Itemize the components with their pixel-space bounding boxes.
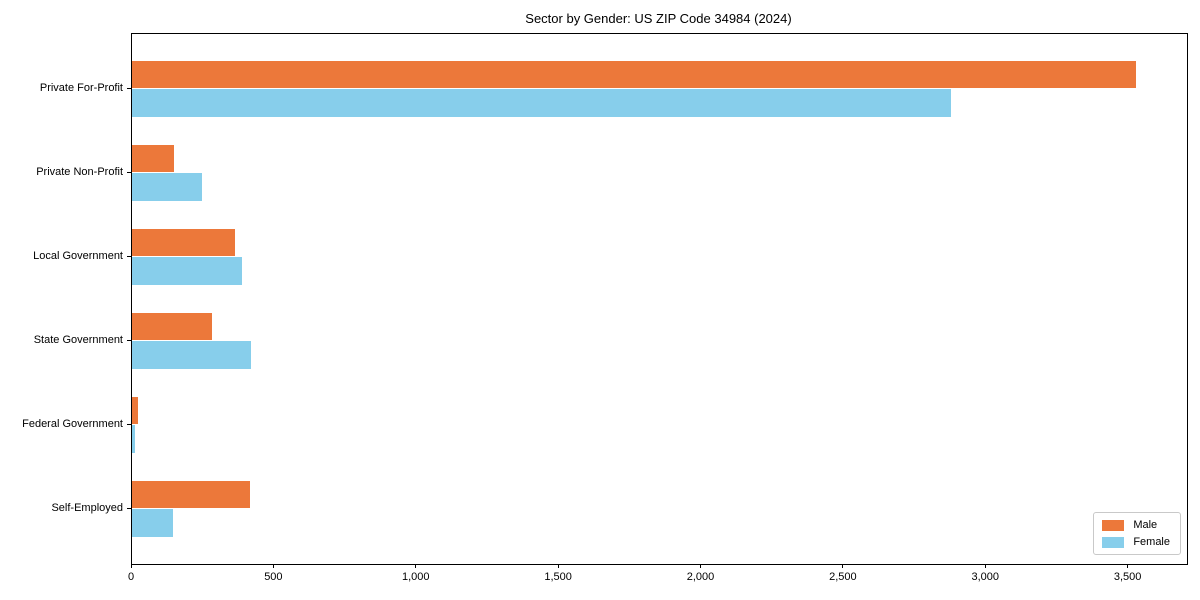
y-tick-mark (127, 87, 131, 89)
x-tick-label-2-000: 2,000 (686, 571, 715, 583)
x-tick-label-3-000: 3,000 (971, 571, 1000, 583)
x-tick-label-2-500: 2,500 (829, 571, 857, 583)
x-tick-mark (130, 564, 132, 568)
y-tick-label-private-non-profit: Private Non-Profit (36, 165, 123, 178)
legend-item-female: Female (1102, 536, 1170, 548)
x-tick-label-500: 500 (264, 571, 283, 583)
bar-male-federal-government (132, 396, 138, 425)
chart-title: Sector by Gender: US ZIP Code 34984 (202… (525, 11, 792, 26)
bar-male-self-employed (132, 480, 250, 509)
legend-item-male: Male (1102, 519, 1170, 531)
bar-male-private-for-profit (132, 60, 1136, 89)
y-tick-mark (127, 255, 131, 257)
x-tick-mark (984, 564, 986, 568)
legend: Male Female (1093, 512, 1181, 555)
y-tick-mark (127, 507, 131, 509)
x-tick-mark (1127, 564, 1129, 568)
bar-male-private-non-profit (132, 144, 175, 173)
y-tick-label-local-government: Local Government (33, 249, 123, 262)
y-tick-label-state-government: State Government (33, 333, 123, 346)
bar-female-private-non-profit (132, 173, 203, 201)
legend-swatch-female (1102, 536, 1125, 548)
y-tick-label-federal-government: Federal Government (22, 417, 123, 430)
legend-label-female: Female (1133, 536, 1170, 548)
bar-female-federal-government (132, 425, 136, 453)
y-tick-mark (127, 423, 131, 425)
plot-area: Male Female (131, 33, 1188, 565)
x-tick-mark (272, 564, 274, 568)
x-tick-label-3-500: 3,500 (1113, 571, 1142, 583)
x-tick-label-0: 0 (127, 571, 135, 583)
y-tick-label-self-employed: Self-Employed (51, 501, 123, 514)
bar-female-state-government (132, 341, 252, 369)
x-tick-mark (700, 564, 701, 568)
bar-male-state-government (132, 312, 212, 341)
x-tick-label-1-000: 1,000 (401, 571, 430, 583)
bar-female-private-for-profit (132, 89, 951, 117)
y-tick-mark (127, 171, 131, 173)
legend-label-male: Male (1133, 519, 1158, 531)
x-tick-label-1-500: 1,500 (544, 571, 572, 583)
legend-swatch-male (1102, 519, 1125, 531)
x-tick-mark (415, 564, 417, 568)
bar-female-self-employed (132, 509, 173, 537)
x-tick-mark (557, 564, 559, 568)
y-tick-label-private-for-profit: Private For-Profit (39, 81, 123, 94)
bar-female-local-government (132, 257, 243, 285)
x-tick-mark (842, 564, 844, 568)
bar-male-local-government (132, 228, 235, 257)
y-tick-mark (127, 339, 131, 341)
